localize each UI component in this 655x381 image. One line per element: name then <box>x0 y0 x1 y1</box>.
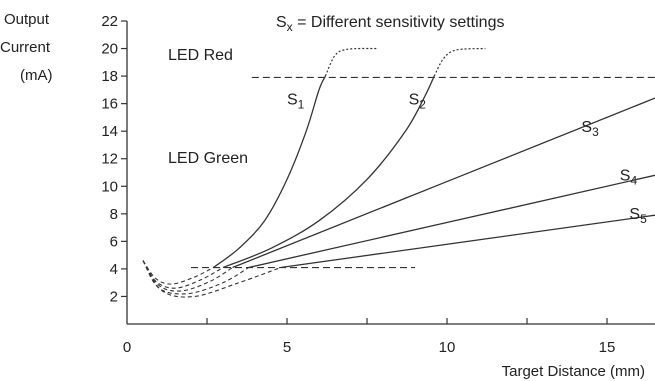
series-label-s5-subscript: 5 <box>640 212 647 226</box>
axes <box>126 21 655 325</box>
y-tick-label: 4 <box>110 261 118 278</box>
series-label-s2-subscript: 2 <box>419 98 426 112</box>
y-tick-label: 10 <box>101 178 118 195</box>
series-label-s2: S2 <box>409 92 427 112</box>
series-label-s4: S4 <box>620 167 638 187</box>
y-axis-label-line-2: Current <box>0 39 51 56</box>
series-label-s1: S1 <box>287 92 305 112</box>
y-tick-label: 16 <box>101 96 118 113</box>
series-label-s1-subscript: 1 <box>298 98 305 112</box>
curve-s1-extension <box>324 47 377 77</box>
curve-s5 <box>280 214 655 269</box>
chart-title-sub: x <box>287 20 293 34</box>
region-label-led-green: LED Green <box>168 150 248 167</box>
chart-title-rest: = Different sensitivity settings <box>293 14 505 31</box>
y-tick-label: 18 <box>101 68 118 85</box>
series-label-s2-letter: S <box>409 92 420 109</box>
y-tick-label: 20 <box>101 41 118 58</box>
chart-title: Sx = Different sensitivity settings <box>276 14 504 34</box>
y-tick-label: 22 <box>101 13 118 30</box>
curve-s4 <box>248 174 655 269</box>
y-axis-label-line-1: Output <box>4 11 50 28</box>
threshold-lines <box>191 76 655 269</box>
y-tick-label: 6 <box>110 233 118 250</box>
tick-marks <box>121 20 608 324</box>
chart-title-s: S <box>276 14 287 31</box>
sensitivity-curves <box>142 47 655 298</box>
series-label-s5: S5 <box>629 206 647 226</box>
series-label-s3: S3 <box>581 119 599 139</box>
curve-s1 <box>213 75 326 269</box>
x-tick-label: 15 <box>599 339 616 356</box>
series-label-s1-letter: S <box>287 92 298 109</box>
y-axis-label-line-3: (mA) <box>20 67 53 84</box>
curve-s2-dip <box>142 260 224 289</box>
y-tick-label: 12 <box>101 151 118 168</box>
series-label-s3-subscript: 3 <box>592 125 599 139</box>
curve-s4-dip <box>142 260 249 295</box>
x-tick-label: 5 <box>283 339 291 356</box>
curve-s3 <box>232 97 655 269</box>
x-tick-label: 0 <box>123 339 131 356</box>
series-label-s4-letter: S <box>620 167 631 184</box>
y-tick-label: 2 <box>110 288 118 305</box>
x-axis-label: Target Distance (mm) <box>502 363 645 380</box>
curve-s2-extension <box>433 47 486 77</box>
curve-s3-dip <box>142 260 233 292</box>
region-label-led-red: LED Red <box>168 47 233 64</box>
y-tick-label: 8 <box>110 206 118 223</box>
series-label-s3-letter: S <box>581 119 592 136</box>
x-tick-label: 10 <box>439 339 456 356</box>
curve-s1-dip <box>142 260 214 285</box>
y-tick-label: 14 <box>101 123 118 140</box>
curve-s5-dip <box>142 260 281 298</box>
series-label-s5-letter: S <box>629 206 640 223</box>
curve-s2 <box>222 75 435 269</box>
series-label-s4-subscript: 4 <box>630 173 637 187</box>
